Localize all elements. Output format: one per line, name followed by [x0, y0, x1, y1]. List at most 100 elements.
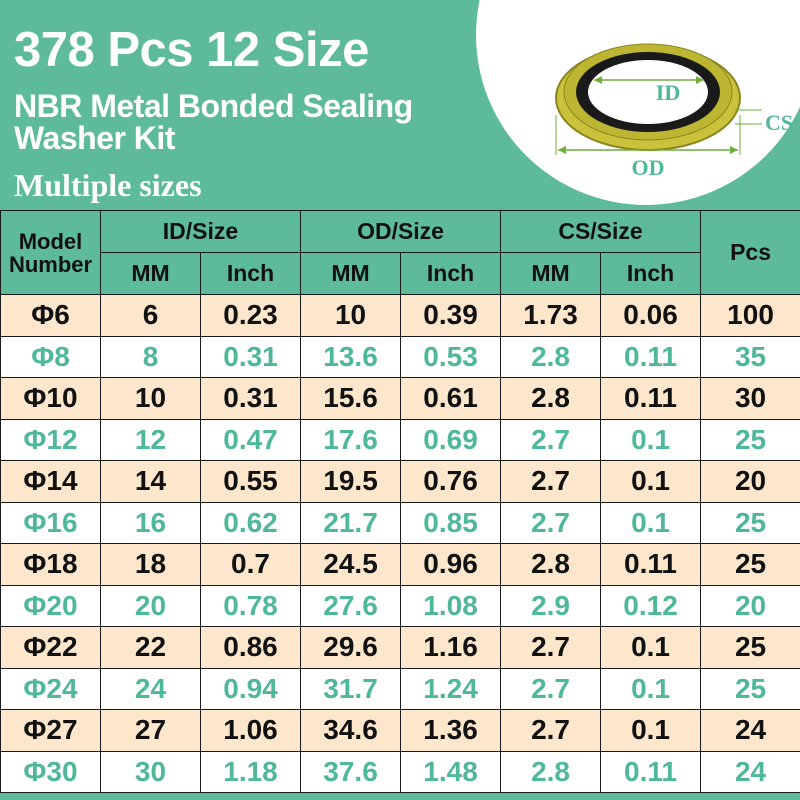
- cell-model: Φ22: [0, 626, 101, 669]
- cell-id-inch: 0.23: [199, 294, 302, 337]
- cell-od-inch: 0.96: [400, 543, 502, 586]
- id-mm-header: MM: [100, 252, 201, 295]
- cell-cs-inch: 0.1: [600, 460, 702, 503]
- table-row: Φ27 27 1.06 34.6 1.36 2.7 0.1 24: [0, 709, 800, 752]
- cell-id-mm: 20: [100, 584, 201, 627]
- model-number-header: Model Number: [0, 210, 101, 295]
- cell-od-inch: 1.16: [400, 626, 502, 669]
- cell-id-mm: 8: [100, 335, 201, 378]
- cell-od-inch: 1.08: [400, 584, 502, 627]
- cell-id-mm: 18: [100, 543, 201, 586]
- cell-pcs: 30: [700, 377, 800, 420]
- table-row: Φ30 30 1.18 37.6 1.48 2.8 0.11 24: [0, 750, 800, 793]
- cell-cs-inch: 0.12: [600, 584, 702, 627]
- id-inch-header: Inch: [199, 252, 302, 295]
- cell-model: Φ24: [0, 667, 101, 710]
- cell-id-inch: 0.62: [199, 501, 302, 544]
- table-row: Φ16 16 0.62 21.7 0.85 2.7 0.1 25: [0, 501, 800, 544]
- cell-od-inch: 0.53: [400, 335, 502, 378]
- pcs-header: Pcs: [700, 210, 800, 295]
- table-row: Φ10 10 0.31 15.6 0.61 2.8 0.11 30: [0, 377, 800, 420]
- cell-od-mm: 37.6: [300, 750, 402, 793]
- cell-cs-mm: 2.7: [500, 501, 602, 544]
- cs-inch-header: Inch: [600, 252, 702, 295]
- cell-od-mm: 10: [300, 294, 402, 337]
- cell-cs-inch: 0.1: [600, 667, 702, 710]
- cell-id-inch: 1.06: [199, 709, 302, 752]
- cell-od-inch: 1.36: [400, 709, 502, 752]
- cell-model: Φ20: [0, 584, 101, 627]
- cell-cs-inch: 0.11: [600, 335, 702, 378]
- cell-model: Φ6: [0, 294, 101, 337]
- cell-id-inch: 0.31: [199, 335, 302, 378]
- cs-label: CS: [765, 110, 793, 135]
- table-body: Φ6 6 0.23 10 0.39 1.73 0.06 100 Φ8 8 0.31 13.6 0.53 2…: [0, 294, 800, 793]
- cell-cs-inch: 0.1: [600, 709, 702, 752]
- od-label: OD: [632, 155, 665, 180]
- table-row: Φ8 8 0.31 13.6 0.53 2.8 0.11 35: [0, 335, 800, 378]
- table-row: Φ20 20 0.78 27.6 1.08 2.9 0.12 20: [0, 584, 800, 627]
- washer-ring-icon: [555, 43, 741, 151]
- table-row: Φ12 12 0.47 17.6 0.69 2.7 0.1 25: [0, 418, 800, 461]
- cell-pcs: 24: [700, 709, 800, 752]
- cell-cs-inch: 0.1: [600, 626, 702, 669]
- cell-id-inch: 0.78: [199, 584, 302, 627]
- cell-cs-mm: 2.7: [500, 667, 602, 710]
- cell-id-inch: 0.7: [199, 543, 302, 586]
- cell-cs-mm: 2.7: [500, 418, 602, 461]
- cell-cs-mm: 2.7: [500, 626, 602, 669]
- cell-cs-mm: 2.7: [500, 460, 602, 503]
- cell-model: Φ12: [0, 418, 101, 461]
- cell-model: Φ16: [0, 501, 101, 544]
- cell-od-mm: 13.6: [300, 335, 402, 378]
- cell-pcs: 25: [700, 501, 800, 544]
- cell-pcs: 20: [700, 584, 800, 627]
- cell-id-inch: 0.31: [199, 377, 302, 420]
- cell-cs-mm: 2.8: [500, 543, 602, 586]
- cell-id-mm: 12: [100, 418, 201, 461]
- cell-cs-inch: 0.11: [600, 543, 702, 586]
- cell-od-inch: 0.69: [400, 418, 502, 461]
- cell-pcs: 100: [700, 294, 800, 337]
- od-inch-header: Inch: [400, 252, 502, 295]
- cell-od-mm: 34.6: [300, 709, 402, 752]
- cell-id-mm: 27: [100, 709, 201, 752]
- cell-id-inch: 1.18: [199, 750, 302, 793]
- cell-model: Φ8: [0, 335, 101, 378]
- cell-id-mm: 24: [100, 667, 201, 710]
- cell-od-mm: 31.7: [300, 667, 402, 710]
- product-subtitle: NBR Metal Bonded Sealing Washer Kit: [14, 88, 413, 156]
- cell-id-mm: 30: [100, 750, 201, 793]
- cell-model: Φ18: [0, 543, 101, 586]
- cell-od-mm: 29.6: [300, 626, 402, 669]
- cell-od-inch: 0.61: [400, 377, 502, 420]
- cell-pcs: 25: [700, 418, 800, 461]
- cell-cs-inch: 0.11: [600, 750, 702, 793]
- cell-cs-mm: 2.8: [500, 377, 602, 420]
- cell-pcs: 25: [700, 667, 800, 710]
- cell-id-inch: 0.94: [199, 667, 302, 710]
- table-row: Φ18 18 0.7 24.5 0.96 2.8 0.11 25: [0, 543, 800, 586]
- cell-cs-inch: 0.06: [600, 294, 702, 337]
- cell-od-mm: 24.5: [300, 543, 402, 586]
- table-row: Φ22 22 0.86 29.6 1.16 2.7 0.1 25: [0, 626, 800, 669]
- cell-pcs: 25: [700, 626, 800, 669]
- cell-od-inch: 0.85: [400, 501, 502, 544]
- cell-id-mm: 14: [100, 460, 201, 503]
- cell-cs-inch: 0.11: [600, 377, 702, 420]
- cell-id-mm: 6: [100, 294, 201, 337]
- cell-od-mm: 15.6: [300, 377, 402, 420]
- cell-cs-mm: 2.7: [500, 709, 602, 752]
- cell-cs-inch: 0.1: [600, 501, 702, 544]
- cell-model: Φ10: [0, 377, 101, 420]
- washer-diagram: ID CS OD: [555, 43, 793, 180]
- cell-pcs: 25: [700, 543, 800, 586]
- size-table: Model Number ID/Size OD/Size CS/Size Pcs…: [0, 210, 800, 793]
- cell-id-inch: 0.47: [199, 418, 302, 461]
- cell-od-inch: 1.24: [400, 667, 502, 710]
- cell-id-inch: 0.55: [199, 460, 302, 503]
- id-size-header: ID/Size: [99, 210, 302, 253]
- page-title: 378 Pcs 12 Size: [14, 23, 369, 77]
- cell-cs-mm: 1.73: [500, 294, 602, 337]
- cell-od-inch: 0.76: [400, 460, 502, 503]
